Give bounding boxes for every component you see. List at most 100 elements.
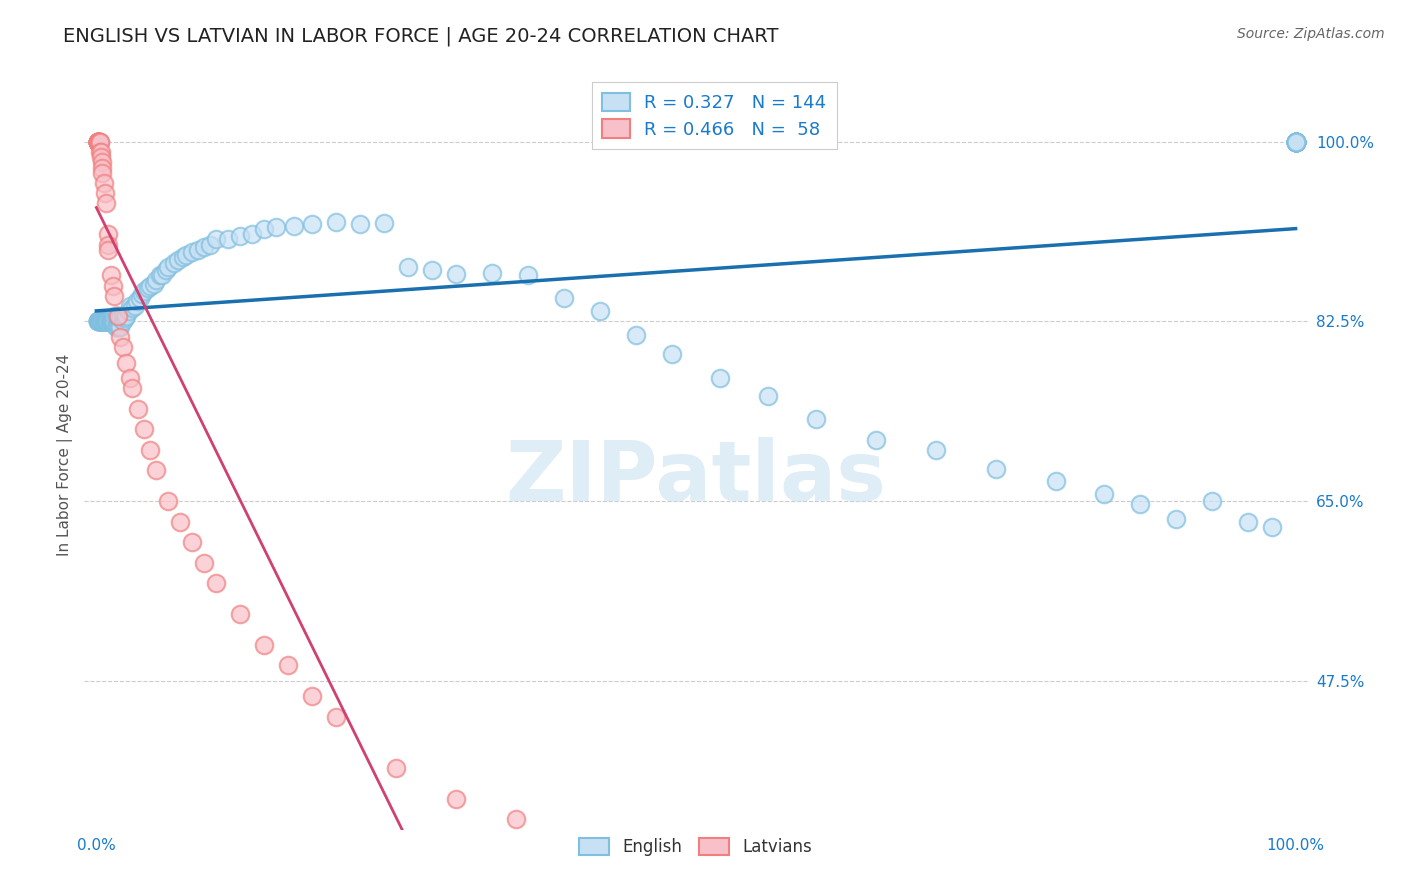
Point: [181, 244, 204, 259]
Point: [1092, 487, 1115, 501]
Point: [1284, 135, 1306, 149]
Point: [1284, 135, 1306, 149]
Point: [756, 389, 779, 403]
Point: [101, 314, 124, 328]
Point: [167, 252, 190, 267]
Point: [1260, 520, 1282, 534]
Point: [172, 250, 194, 264]
Point: [98, 314, 121, 328]
Point: [91, 314, 114, 328]
Point: [86, 135, 108, 149]
Point: [1284, 135, 1306, 149]
Point: [134, 422, 156, 436]
Point: [91, 314, 114, 328]
Point: [1284, 135, 1306, 149]
Point: [396, 260, 419, 274]
Point: [108, 319, 131, 334]
Point: [1164, 511, 1187, 525]
Point: [155, 263, 177, 277]
Point: [145, 463, 167, 477]
Point: [93, 314, 117, 328]
Point: [1284, 135, 1306, 149]
Point: [193, 239, 215, 253]
Point: [1284, 135, 1306, 149]
Point: [925, 442, 948, 457]
Point: [91, 314, 114, 328]
Point: [107, 310, 129, 324]
Point: [86, 135, 108, 149]
Point: [277, 658, 299, 673]
Point: [121, 381, 143, 395]
Point: [90, 314, 112, 328]
Point: [134, 284, 156, 298]
Point: [87, 314, 110, 328]
Point: [91, 314, 114, 328]
Point: [624, 327, 647, 342]
Point: [89, 314, 111, 328]
Point: [149, 268, 172, 283]
Point: [87, 135, 110, 149]
Point: [1284, 135, 1306, 149]
Point: [301, 217, 323, 231]
Point: [114, 311, 136, 326]
Point: [264, 220, 287, 235]
Point: [283, 219, 305, 233]
Point: [553, 291, 575, 305]
Point: [93, 314, 117, 328]
Point: [229, 607, 252, 621]
Point: [86, 314, 108, 328]
Point: [93, 314, 115, 328]
Point: [181, 535, 204, 549]
Point: [87, 135, 110, 149]
Point: [481, 266, 503, 280]
Text: ENGLISH VS LATVIAN IN LABOR FORCE | AGE 20-24 CORRELATION CHART: ENGLISH VS LATVIAN IN LABOR FORCE | AGE …: [63, 27, 779, 46]
Point: [96, 314, 118, 328]
Point: [86, 135, 108, 149]
Point: [87, 135, 110, 149]
Point: [90, 145, 112, 160]
Point: [86, 135, 108, 149]
Point: [91, 314, 114, 328]
Point: [108, 311, 131, 326]
Point: [101, 278, 124, 293]
Point: [865, 433, 887, 447]
Point: [150, 268, 173, 283]
Point: [253, 638, 276, 652]
Point: [103, 314, 125, 328]
Point: [444, 267, 467, 281]
Point: [157, 494, 180, 508]
Point: [91, 314, 114, 328]
Point: [90, 150, 112, 164]
Point: [118, 299, 141, 313]
Point: [1284, 135, 1306, 149]
Point: [804, 412, 827, 426]
Point: [187, 243, 209, 257]
Point: [87, 135, 110, 149]
Point: [98, 314, 121, 328]
Point: [101, 314, 124, 328]
Point: [94, 314, 117, 328]
Point: [104, 319, 127, 334]
Point: [97, 314, 120, 328]
Point: [115, 310, 138, 324]
Point: [136, 280, 159, 294]
Point: [301, 689, 323, 703]
Point: [89, 314, 111, 328]
Point: [517, 268, 540, 283]
Point: [103, 289, 125, 303]
Point: [104, 310, 127, 324]
Point: [1284, 135, 1306, 149]
Point: [127, 293, 149, 308]
Point: [1201, 494, 1223, 508]
Point: [217, 232, 239, 246]
Point: [444, 791, 467, 805]
Point: [94, 314, 117, 328]
Point: [1284, 135, 1306, 149]
Point: [86, 314, 108, 328]
Point: [97, 314, 120, 328]
Point: [86, 135, 108, 149]
Point: [93, 314, 115, 328]
Point: [253, 222, 276, 236]
Point: [105, 310, 128, 324]
Point: [105, 319, 128, 334]
